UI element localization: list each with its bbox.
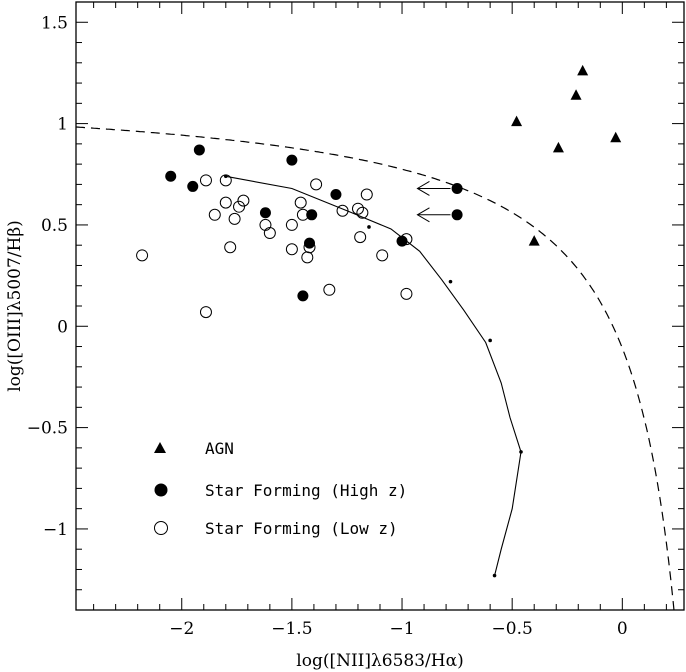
- high-z-point: [193, 144, 205, 156]
- legend: AGN Star Forming (High z) Star Forming (…: [154, 439, 407, 538]
- low-z-point: [199, 174, 212, 187]
- high-z-point: [286, 154, 298, 166]
- low-z-point: [219, 196, 232, 209]
- high-z-point: [259, 207, 271, 219]
- high-z-point: [451, 209, 463, 221]
- y-tick-label: 1.5: [41, 13, 68, 33]
- legend-low-z-label: Star Forming (Low z): [205, 519, 398, 538]
- plot-area: [76, 64, 675, 610]
- low-z-point: [296, 208, 309, 221]
- legend-high-z-label: Star Forming (High z): [205, 481, 407, 500]
- low-z-point: [263, 227, 276, 240]
- y-tick-label: −0.5: [27, 419, 68, 439]
- high-z-point: [330, 189, 342, 201]
- high-z-point: [451, 182, 463, 194]
- model-track-marker: [367, 225, 371, 229]
- x-tick-label: −1.5: [271, 619, 312, 639]
- low-z-point: [303, 241, 316, 254]
- agn-point: [577, 64, 589, 76]
- model-track-marker: [492, 573, 497, 578]
- agn-point: [552, 141, 564, 153]
- high-z-point: [165, 170, 177, 182]
- tick-labels: −2 −1.5 −1 −0.5 0 −1 −0.5 0 0.5 1 1.5: [27, 13, 628, 639]
- upper-limit-arrow-head: [416, 207, 430, 223]
- agn-point: [570, 89, 582, 100]
- low-z-point: [400, 287, 413, 300]
- low-z-point: [336, 204, 349, 217]
- upper-limit-arrow-head: [416, 181, 430, 196]
- low-z-point: [310, 178, 323, 191]
- high-z-point: [297, 290, 309, 302]
- model-track-marker: [488, 338, 492, 343]
- low-z-point: [360, 188, 373, 201]
- low-z-point: [400, 233, 413, 246]
- model-track-marker: [519, 450, 523, 454]
- model-track-marker: [448, 279, 453, 284]
- y-tick-label: 0.5: [41, 216, 68, 236]
- legend-low-z-marker: [154, 521, 168, 535]
- y-tick-label: 0: [57, 317, 68, 337]
- plot-frame: [75, 1, 685, 611]
- low-z-point: [136, 249, 149, 262]
- low-z-point: [285, 243, 298, 256]
- low-z-point: [199, 306, 212, 319]
- ticks: [76, 1, 684, 610]
- low-z-point: [208, 208, 221, 221]
- low-z-point: [224, 241, 237, 254]
- low-z-point: [351, 202, 364, 215]
- x-tick-label: −1: [389, 619, 414, 639]
- low-z-point: [356, 206, 369, 219]
- high-z-point: [304, 237, 316, 249]
- x-tick-label: −2: [169, 619, 194, 639]
- low-z-point: [228, 212, 241, 225]
- model-track-line: [225, 175, 522, 576]
- high-z-point: [306, 209, 318, 221]
- x-axis-label: log([NII]λ6583/Hα): [296, 651, 463, 671]
- low-z-point: [219, 174, 232, 187]
- low-z-point: [285, 218, 298, 231]
- low-z-point: [301, 251, 314, 264]
- y-axis-label: log([OIII]λ5007/Hβ): [5, 220, 25, 392]
- agn-point: [511, 115, 523, 127]
- low-z-point: [376, 249, 389, 262]
- legend-high-z-marker: [154, 483, 168, 497]
- low-z-point: [294, 196, 307, 209]
- high-z-point: [187, 180, 199, 192]
- low-z-point: [237, 194, 250, 207]
- low-z-point: [259, 218, 272, 231]
- agn-point: [528, 235, 540, 246]
- x-tick-label: −0.5: [492, 619, 533, 639]
- legend-agn-label: AGN: [205, 439, 234, 458]
- low-z-point: [233, 200, 246, 213]
- y-tick-label: −1: [43, 520, 68, 540]
- low-z-point: [323, 283, 336, 296]
- low-z-point: [354, 231, 367, 244]
- x-tick-label: 0: [617, 619, 628, 639]
- agn-point: [610, 131, 622, 143]
- legend-agn-marker: [154, 442, 166, 453]
- y-tick-label: 1: [57, 115, 68, 135]
- demarcation-dashed-line: [76, 126, 675, 610]
